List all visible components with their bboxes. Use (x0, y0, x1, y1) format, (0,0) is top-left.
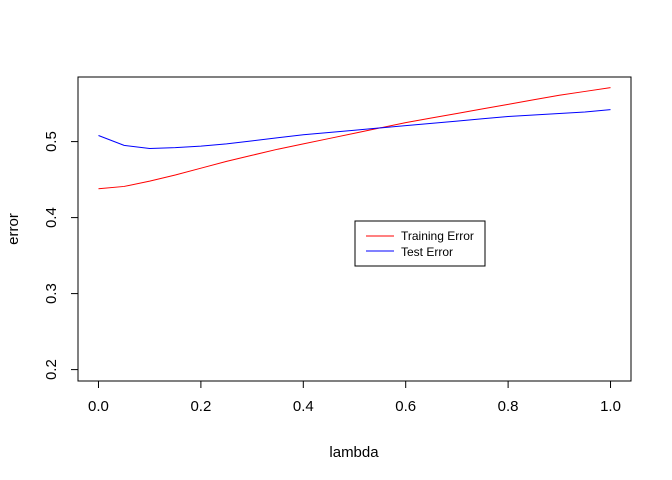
y-axis-label: error (5, 213, 22, 245)
series-line-test-error (98, 109, 611, 149)
x-tick-label: 1.0 (600, 398, 621, 415)
y-tick-label: 0.4 (43, 207, 60, 228)
x-tick-label: 0.6 (395, 398, 416, 415)
y-tick-label: 0.3 (43, 283, 60, 304)
x-tick-label: 0.0 (88, 398, 109, 415)
y-tick-label: 0.2 (43, 359, 60, 380)
x-axis: 0.0 0.2 0.4 0.6 0.8 1.0 (88, 380, 621, 415)
legend-label-training-error: Training Error (401, 229, 474, 243)
x-axis-label: lambda (329, 444, 379, 461)
legend-box (354, 220, 486, 267)
series-line-training-error (98, 87, 611, 190)
x-tick-label: 0.8 (498, 398, 519, 415)
y-axis: 0.2 0.3 0.4 0.5 (43, 131, 79, 380)
x-tick-label: 0.4 (293, 398, 314, 415)
y-tick-label: 0.5 (43, 131, 60, 152)
series-lines (98, 87, 611, 190)
x-tick-label: 0.2 (190, 398, 211, 415)
legend: Training Error Test Error (354, 220, 486, 267)
legend-label-test-error: Test Error (401, 245, 453, 259)
